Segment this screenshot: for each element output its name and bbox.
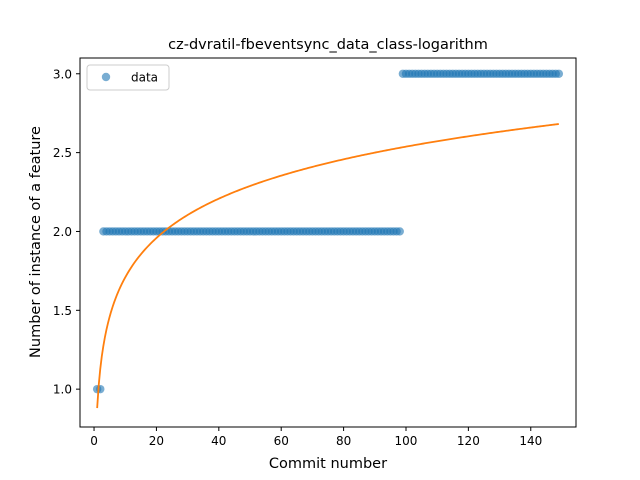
legend-box [86,64,170,91]
legend-label: data [131,71,158,85]
data-point [554,69,564,78]
y-tick-label: 1.0 [53,383,72,397]
y-axis-label: Number of instance of a feature [28,126,44,358]
fit-curve [96,123,559,409]
y-tick-label: 3.0 [53,67,72,81]
x-tick-label: 140 [519,434,542,448]
x-tick-label: 120 [457,434,480,448]
plot-data [92,69,564,409]
x-axis-label: Commit number [269,456,387,472]
x-tick-label: 60 [274,434,289,448]
y-tick-label: 1.5 [53,304,72,318]
x-tick-label: 40 [211,434,226,448]
x-tick-label: 80 [336,434,351,448]
legend: data [86,64,170,91]
y-tick-label: 2.5 [53,146,72,160]
x-tick-label: 20 [149,434,164,448]
y-tick-label: 2.0 [53,225,72,239]
chart-title: cz-dvratil-fbeventsync_data_class-logari… [168,37,488,53]
axes: 0 20 40 60 80 100 120 140 1.0 1.5 2.0 2.5 3.0 [53,57,577,448]
x-tick-label: 0 [90,434,98,448]
legend-marker [101,72,111,82]
plot-frame [79,57,577,428]
data-point [395,227,404,236]
x-tick-label: 100 [395,434,418,448]
